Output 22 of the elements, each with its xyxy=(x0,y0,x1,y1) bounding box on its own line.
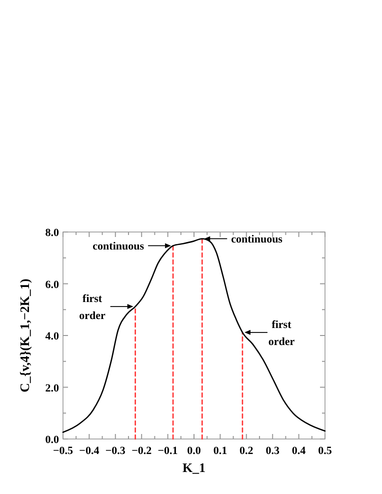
y-tick-label: 2.0 xyxy=(45,382,60,394)
x-tick-label: 0.5 xyxy=(318,445,332,457)
annotation: first order xyxy=(268,318,295,348)
annotation: first order xyxy=(79,293,106,322)
y-axis-title: C_{v,4}(K_1,−2K_1) xyxy=(17,278,32,392)
x-tick-label: 0.0 xyxy=(187,445,202,457)
x-tick-label: −0.3 xyxy=(105,445,126,457)
y-tick-label: 4.0 xyxy=(45,330,60,342)
x-tick-label: 0.1 xyxy=(213,445,228,457)
y-tick-label: 0.0 xyxy=(45,434,60,446)
x-tick-label: −0.2 xyxy=(132,445,152,457)
x-tick-label: −0.5 xyxy=(52,445,74,457)
annotation: continuous xyxy=(231,234,284,246)
annotation: continuous xyxy=(92,240,145,253)
x-tick-label: 0.2 xyxy=(240,445,254,457)
x-tick-label: −0.4 xyxy=(79,445,100,457)
x-tick-label: 0.4 xyxy=(292,445,306,457)
x-tick-label: 0.3 xyxy=(266,445,280,457)
y-tick-label: 6.0 xyxy=(45,278,60,291)
x-tick-label: −0.1 xyxy=(158,445,178,457)
x-axis-title: K_1 xyxy=(182,460,206,475)
y-tick-label: 8.0 xyxy=(45,227,60,239)
